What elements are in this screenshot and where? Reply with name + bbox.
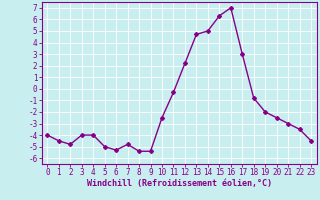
X-axis label: Windchill (Refroidissement éolien,°C): Windchill (Refroidissement éolien,°C)	[87, 179, 272, 188]
